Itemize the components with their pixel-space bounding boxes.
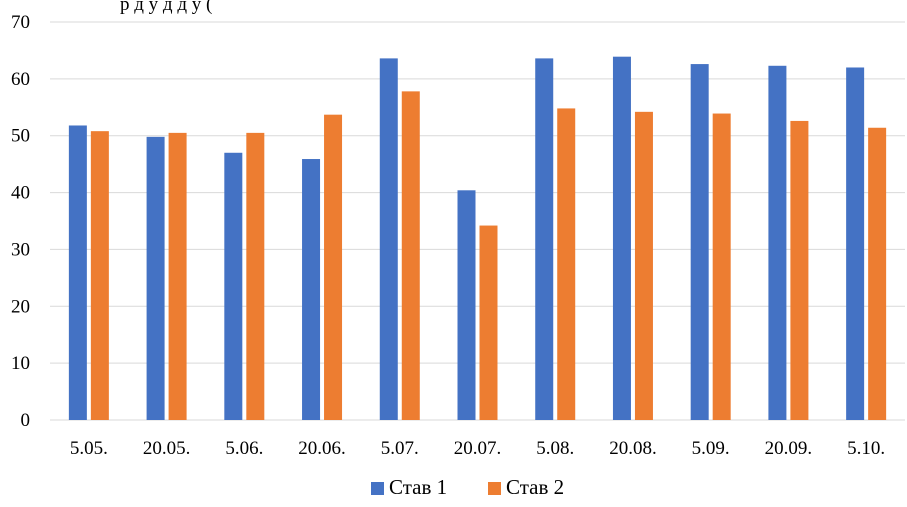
bar-1 <box>224 152 243 420</box>
bar-2 <box>634 111 653 420</box>
y-axis-ticks: 0 10 20 30 40 50 60 70 <box>11 12 30 431</box>
bar-2 <box>479 225 498 420</box>
y-tick-label: 30 <box>11 239 30 260</box>
y-tick-label: 0 <box>21 410 31 431</box>
y-tick-label: 40 <box>11 183 30 204</box>
bar-1 <box>535 58 554 420</box>
y-tick-label: 50 <box>11 126 30 147</box>
bar-1 <box>457 190 476 420</box>
bar-2 <box>324 114 343 421</box>
bar-2 <box>168 132 187 420</box>
x-category-label: 20.08. <box>609 438 657 459</box>
bar-1 <box>768 65 787 420</box>
bar-2 <box>868 127 887 421</box>
y-tick-label: 20 <box>11 296 30 317</box>
x-category-label: 20.07. <box>454 438 502 459</box>
legend-label: Став 1 <box>389 475 447 499</box>
bar-2 <box>401 91 420 420</box>
chart-title: р д у д д у ( <box>120 0 212 15</box>
bar-1 <box>68 125 87 420</box>
bar-1 <box>846 67 865 420</box>
bar-2 <box>712 113 731 420</box>
chart-title-layer: р д у д д у ( <box>120 0 212 15</box>
bar-1 <box>690 64 709 421</box>
x-category-label: 5.06. <box>225 438 263 459</box>
legend-swatch <box>371 482 384 495</box>
x-category-label: 20.06. <box>298 438 346 459</box>
bar-1 <box>379 58 398 420</box>
bar-1 <box>612 56 631 420</box>
bar-2 <box>90 131 109 420</box>
legend-swatch <box>488 482 501 495</box>
x-category-label: 5.08. <box>536 438 574 459</box>
y-tick-label: 10 <box>11 353 30 374</box>
legend[interactable]: Став 1 Став 2 <box>371 475 564 499</box>
y-tick-label: 60 <box>11 69 30 90</box>
x-category-label: 5.09. <box>692 438 730 459</box>
x-axis-labels: 5.05. 20.05. 5.06. 20.06. 5.07. 20.07. 5.08. 20… <box>70 438 885 459</box>
x-category-label: 5.10. <box>847 438 885 459</box>
bar-2 <box>246 132 265 420</box>
gridlines <box>50 21 905 421</box>
y-tick-label: 70 <box>11 12 30 33</box>
x-category-label: 20.05. <box>143 438 191 459</box>
bar-1 <box>302 159 321 421</box>
bar-1 <box>146 136 165 420</box>
bar-2 <box>790 120 809 420</box>
x-category-label: 5.05. <box>70 438 108 459</box>
bars <box>68 56 887 421</box>
legend-label: Став 2 <box>506 475 564 499</box>
bar-2 <box>557 108 576 421</box>
x-category-label: 5.07. <box>381 438 419 459</box>
x-category-label: 20.09. <box>765 438 813 459</box>
